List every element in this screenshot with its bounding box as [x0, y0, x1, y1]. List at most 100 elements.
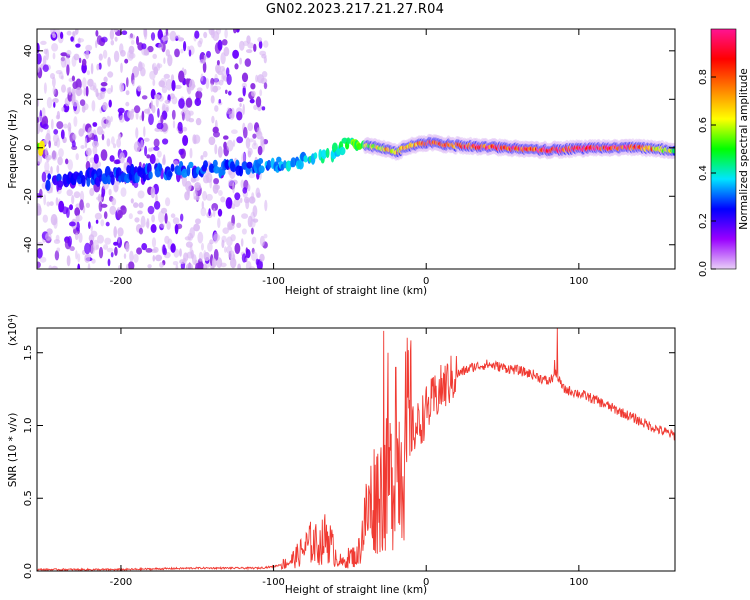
noise-blob [234, 242, 241, 255]
noise-blob [128, 213, 133, 220]
noise-blob [147, 205, 155, 215]
noise-blob [217, 208, 223, 217]
signal-blob [346, 137, 351, 145]
noise-blob [246, 49, 253, 54]
noise-blob [165, 29, 169, 37]
signal-blob [98, 174, 103, 182]
noise-blob [217, 39, 223, 51]
noise-blob [247, 215, 253, 228]
noise-blob [100, 203, 108, 208]
noise-blob [84, 242, 91, 255]
noise-blob [259, 253, 265, 262]
noise-blob [255, 258, 260, 266]
signal-blob [246, 161, 253, 169]
noise-blob [46, 128, 51, 141]
noise-blob [153, 146, 160, 151]
noise-blob [100, 149, 108, 161]
noise-blob [259, 235, 265, 247]
snr-y-tick-label: 1.0 [23, 418, 34, 434]
noise-blob [253, 140, 257, 146]
noise-blob [245, 198, 250, 210]
noise-blob [75, 87, 83, 96]
noise-blob [37, 64, 40, 73]
noise-blob [137, 85, 142, 92]
noise-blob [66, 207, 70, 219]
noise-blob [95, 219, 99, 224]
noise-blob [107, 56, 111, 67]
noise-blob [44, 147, 48, 156]
noise-blob [167, 54, 173, 67]
noise-blob [68, 86, 72, 96]
noise-blob [210, 83, 214, 93]
noise-blob [183, 252, 189, 262]
noise-blob [128, 34, 136, 40]
noise-blob [71, 75, 75, 82]
snr-y-axis-label: SNR (10 * v/v) [7, 413, 19, 488]
snr-series-line [37, 328, 675, 571]
noise-blob [212, 257, 215, 269]
noise-blob [159, 262, 164, 268]
colorbar-label: Normalized spectral amplitude [738, 68, 750, 229]
noise-blob [109, 155, 115, 162]
noise-blob [237, 113, 242, 120]
spectrogram-x-tick-label: -100 [262, 276, 285, 287]
snr-y-tick-label: 1.5 [23, 345, 34, 361]
noise-blob [226, 139, 234, 152]
noise-blob [110, 116, 113, 122]
noise-blob [194, 182, 200, 189]
noise-blob [154, 254, 163, 262]
noise-blob [174, 48, 180, 58]
spectrogram-x-tick-label: 100 [569, 276, 588, 287]
signal-blob [303, 155, 308, 163]
noise-blob [174, 223, 179, 235]
noise-blob [71, 99, 79, 107]
noise-blob [73, 191, 81, 199]
snr-y-tick-label: 0.0 [23, 563, 34, 579]
noise-blob [92, 122, 98, 127]
noise-blob [214, 73, 219, 86]
noise-blob [77, 253, 81, 263]
noise-blob [214, 105, 219, 112]
noise-blob [98, 246, 104, 259]
noise-blob [101, 133, 105, 141]
noise-blob [161, 36, 169, 41]
noise-blob [105, 115, 111, 128]
noise-blob [37, 117, 40, 123]
noise-blob [140, 215, 146, 228]
noise-blob [242, 187, 248, 194]
noise-blob [72, 133, 77, 140]
noise-blob [252, 133, 257, 139]
noise-blob [249, 218, 256, 228]
noise-blob [120, 205, 126, 211]
noise-blob [205, 78, 210, 90]
noise-blob [236, 222, 242, 228]
noise-blob [172, 261, 179, 266]
noise-blob [101, 36, 108, 43]
noise-blob [243, 126, 248, 139]
noise-blob [242, 85, 246, 97]
noise-blob [212, 207, 216, 218]
signal-blob [186, 164, 191, 177]
noise-blob [124, 58, 129, 64]
noise-blob [170, 243, 176, 253]
noise-blob [224, 29, 228, 39]
noise-blob [228, 179, 235, 187]
noise-blob [48, 265, 53, 269]
noise-blob [185, 78, 190, 85]
noise-blob [241, 152, 246, 164]
noise-blob [235, 29, 240, 33]
noise-blob [103, 76, 108, 83]
noise-blob [164, 235, 170, 244]
noise-blob [189, 227, 195, 239]
noise-blob [156, 122, 164, 130]
noise-blob [84, 254, 91, 263]
signal-blob [203, 160, 208, 169]
noise-blob [180, 48, 184, 54]
noise-blob [149, 70, 156, 80]
noise-blob [103, 211, 108, 220]
noise-blob [251, 236, 257, 245]
noise-blob [199, 59, 205, 64]
noise-blob [135, 111, 139, 120]
noise-blob [241, 72, 249, 83]
